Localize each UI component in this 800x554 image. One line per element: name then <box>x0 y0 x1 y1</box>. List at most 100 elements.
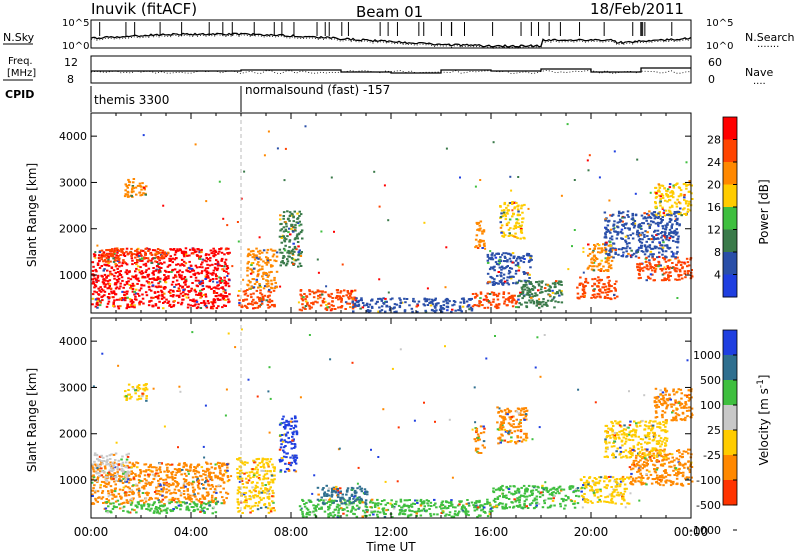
range-cell <box>224 299 227 301</box>
speckle-cell <box>283 179 286 182</box>
range-cell <box>497 271 500 273</box>
range-cell <box>130 284 133 287</box>
ytick-label: 2000 <box>59 223 87 236</box>
range-cell <box>294 445 297 448</box>
range-cell <box>167 290 171 293</box>
range-cell <box>657 221 660 224</box>
range-cell <box>105 305 109 308</box>
range-cell <box>684 213 688 215</box>
range-cell <box>228 251 231 254</box>
range-cell <box>94 480 97 482</box>
range-cell <box>184 279 187 282</box>
range-cell <box>165 278 168 280</box>
range-cell <box>452 515 456 518</box>
speckle-cell <box>240 197 243 200</box>
range-cell <box>207 276 210 279</box>
range-cell <box>165 463 168 466</box>
range-cell <box>312 303 315 306</box>
range-cell <box>651 241 654 244</box>
range-cell <box>160 504 164 507</box>
range-cell <box>675 221 679 224</box>
range-cell <box>434 502 437 505</box>
range-cell <box>288 255 291 258</box>
range-cell <box>308 289 311 292</box>
range-cell <box>281 440 285 443</box>
range-cell <box>596 295 599 298</box>
range-cell <box>475 304 479 307</box>
speckle-cell <box>236 221 239 223</box>
range-cell <box>460 507 464 510</box>
range-cell <box>535 294 539 297</box>
range-cell <box>560 293 564 296</box>
range-cell <box>330 308 334 311</box>
range-cell <box>198 258 202 260</box>
range-cell <box>666 213 669 216</box>
range-cell <box>661 250 665 253</box>
range-cell <box>144 500 148 503</box>
range-cell <box>172 304 176 307</box>
range-cell <box>424 510 428 513</box>
range-cell <box>515 300 518 303</box>
range-cell <box>258 478 262 481</box>
range-cell <box>125 185 128 187</box>
range-cell <box>198 250 202 253</box>
range-cell <box>228 300 231 303</box>
range-cell <box>406 515 410 518</box>
range-cell <box>256 464 260 467</box>
range-cell <box>546 304 549 307</box>
range-cell <box>669 235 673 238</box>
freq-tick-8: 8 <box>67 73 74 86</box>
range-cell <box>159 477 163 480</box>
range-cell <box>338 297 342 300</box>
range-cell <box>226 252 229 254</box>
range-cell <box>488 510 492 513</box>
range-cell <box>204 473 207 476</box>
range-cell <box>298 215 301 217</box>
range-cell <box>540 281 543 284</box>
range-cell <box>529 266 532 269</box>
range-cell <box>151 305 154 308</box>
range-cell <box>293 429 296 432</box>
range-cell <box>92 280 95 283</box>
range-cell <box>370 506 373 509</box>
range-cell <box>300 231 303 233</box>
range-cell <box>666 244 669 247</box>
range-cell <box>175 485 178 488</box>
range-cell <box>187 290 190 292</box>
speckle-cell <box>423 221 426 224</box>
speckle-cell <box>279 285 282 288</box>
range-cell <box>528 259 532 262</box>
range-cell <box>283 451 286 454</box>
range-cell <box>92 487 95 490</box>
range-cell <box>331 297 334 299</box>
range-cell <box>112 453 116 456</box>
range-cell <box>218 276 221 279</box>
range-cell <box>621 255 625 258</box>
range-cell <box>666 266 670 269</box>
range-cell <box>408 505 411 507</box>
range-cell <box>576 292 580 295</box>
range-cell <box>200 270 204 273</box>
range-cell <box>253 307 257 309</box>
range-cell <box>291 252 294 255</box>
range-cell <box>255 458 258 461</box>
range-cell <box>659 222 662 225</box>
range-cell <box>112 464 115 466</box>
range-cell <box>293 250 296 253</box>
range-cell <box>182 484 186 487</box>
range-cell <box>261 484 264 487</box>
range-cell <box>489 266 493 269</box>
power-colorbar-label: Power [dB] <box>757 179 771 244</box>
range-cell <box>172 508 175 511</box>
range-cell <box>293 245 297 248</box>
range-cell <box>281 260 284 262</box>
range-cell <box>271 255 275 258</box>
range-cell <box>647 238 650 240</box>
range-cell <box>246 481 249 484</box>
range-cell <box>245 298 249 301</box>
range-cell <box>322 297 326 300</box>
nsky-trace <box>90 32 692 48</box>
speckle-cell <box>588 154 591 157</box>
range-cell <box>442 304 446 307</box>
range-cell <box>416 502 419 504</box>
